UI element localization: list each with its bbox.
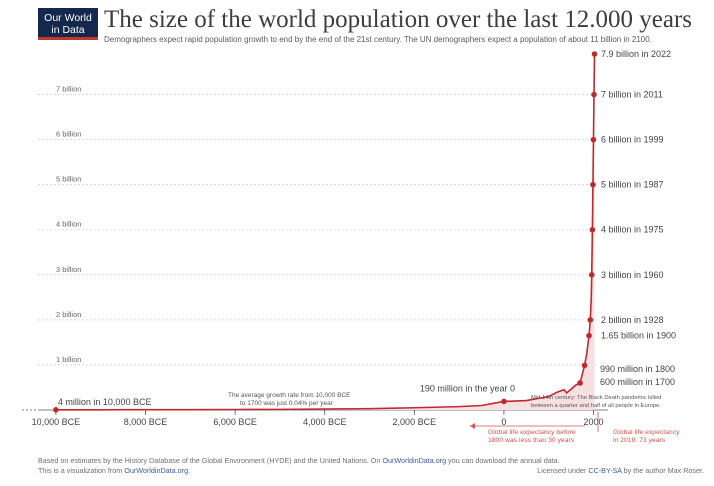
- y-tick-label: 7 billion: [56, 85, 81, 94]
- data-point: [591, 51, 598, 57]
- owid-logo: Our World in Data: [38, 8, 98, 40]
- chart-subtitle: Demographers expect rapid population gro…: [104, 35, 652, 44]
- x-tick-label: 8,000 BCE: [124, 417, 168, 427]
- marker-label: 600 million in 1700: [600, 377, 675, 387]
- footer-link-owid[interactable]: OurWorldinData.org: [124, 465, 189, 475]
- y-tick-label: 6 billion: [56, 130, 81, 139]
- y-tick-label: 1 billion: [56, 355, 81, 364]
- logo-line2: in Data: [51, 24, 85, 36]
- data-point: [588, 272, 595, 278]
- logo-bar: [38, 37, 98, 40]
- data-point: [587, 317, 594, 323]
- marker-label: 7 billion in 2011: [601, 90, 663, 100]
- data-point: [53, 407, 59, 413]
- marker-label: 6 billion in 1999: [601, 135, 664, 145]
- footer-line2-pre: This is a visualization from: [38, 465, 125, 475]
- license-pre: Licensed under: [537, 466, 589, 475]
- marker-label: 4 billion in 1975: [601, 225, 664, 235]
- logo-line1: Our World: [44, 12, 92, 24]
- data-point: [577, 380, 583, 386]
- population-line: [55, 53, 596, 411]
- x-tick-label: 4,000 BCE: [303, 417, 347, 427]
- data-point: [589, 226, 596, 233]
- life-expectancy-arrowhead: [470, 423, 475, 429]
- population-area: [55, 54, 595, 410]
- y-tick-label: 5 billion: [56, 175, 81, 184]
- license-post: by the author Max Roser.: [621, 466, 704, 475]
- marker-label: 4 million in 10,000 BCE: [58, 397, 152, 407]
- footer-line1: Based on estimates by the History Databa…: [38, 456, 560, 466]
- marker-label: 990 million in 1800: [600, 364, 675, 374]
- marker-label: 1.65 billion in 1900: [601, 331, 676, 341]
- annotation-black-death: between a quarter and half of all people…: [531, 403, 661, 409]
- marker-label: 2 billion in 1928: [601, 315, 664, 325]
- data-point: [590, 136, 597, 143]
- marker-label: 5 billion in 1987: [601, 180, 664, 190]
- y-tick-label: 4 billion: [56, 220, 81, 229]
- marker-label: 190 million in the year 0: [420, 383, 515, 393]
- x-tick-label: 2,000 BCE: [393, 417, 437, 427]
- annotation-growth-rate: The average growth rate from 10,000 BCE: [228, 392, 351, 399]
- data-point: [501, 398, 507, 405]
- marker-label: 7.9 billion in 2022: [601, 49, 671, 59]
- y-tick-label: 3 billion: [56, 265, 81, 274]
- annotation-growth-rate: to 1700 was just 0.04% per year: [240, 400, 334, 407]
- x-tick-label: 6,000 BCE: [213, 417, 257, 427]
- annotation-life-before: 1800 was less than 30 years: [488, 437, 575, 444]
- footer-link-download[interactable]: OurWorldinData.org: [382, 456, 447, 465]
- x-tick-label: 0: [501, 417, 506, 427]
- annotation-life-2019: in 2019: 73 years: [613, 437, 666, 444]
- annotation-life-2019: Global life expectancy: [613, 429, 680, 436]
- chart-title: The size of the world population over th…: [104, 6, 693, 33]
- footer-line1-pre: Based on estimates by the History Databa…: [38, 456, 383, 465]
- annotation-life-before: Global life expectancy before: [488, 429, 576, 436]
- data-point: [581, 362, 588, 369]
- x-tick-label: 2000: [584, 417, 604, 427]
- footer-sources: Based on estimates by the History Databa…: [38, 456, 560, 475]
- footer-line1-post: you can download the annual data.: [446, 456, 560, 465]
- data-point: [590, 181, 596, 188]
- footer-line2: This is a visualization from OurWorldinD…: [38, 466, 560, 476]
- annotation-black-death: Mid 14th century: The Black Death pandem…: [531, 395, 661, 401]
- data-point: [591, 91, 597, 98]
- x-tick-label: 10,000 BCE: [32, 417, 81, 427]
- marker-label: 3 billion in 1960: [601, 270, 664, 280]
- data-point: [586, 332, 592, 339]
- footer-line2-post: .: [188, 465, 191, 475]
- license-link[interactable]: CC-BY-SA: [588, 466, 622, 475]
- y-tick-label: 2 billion: [56, 310, 81, 319]
- footer-license: Licensed under CC-BY-SA by the author Ma…: [537, 466, 704, 475]
